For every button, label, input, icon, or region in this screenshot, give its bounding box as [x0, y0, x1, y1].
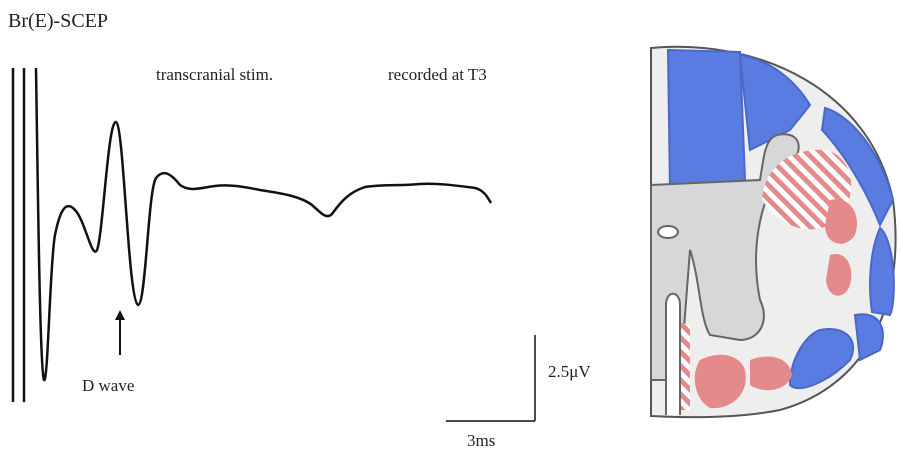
figure-title: Br(E)-SCEP — [8, 10, 108, 32]
record-label: recorded at T3 — [388, 65, 487, 84]
scale-bar — [446, 335, 536, 422]
spinal-cord — [650, 45, 897, 419]
d-wave-arrow — [115, 310, 125, 355]
waveform — [11, 67, 493, 402]
time-label: 3ms — [467, 431, 495, 450]
d-wave-label: D wave — [82, 376, 134, 395]
stim-label: transcranial stim. — [156, 65, 273, 84]
amplitude-label: 2.5μV — [548, 362, 591, 381]
